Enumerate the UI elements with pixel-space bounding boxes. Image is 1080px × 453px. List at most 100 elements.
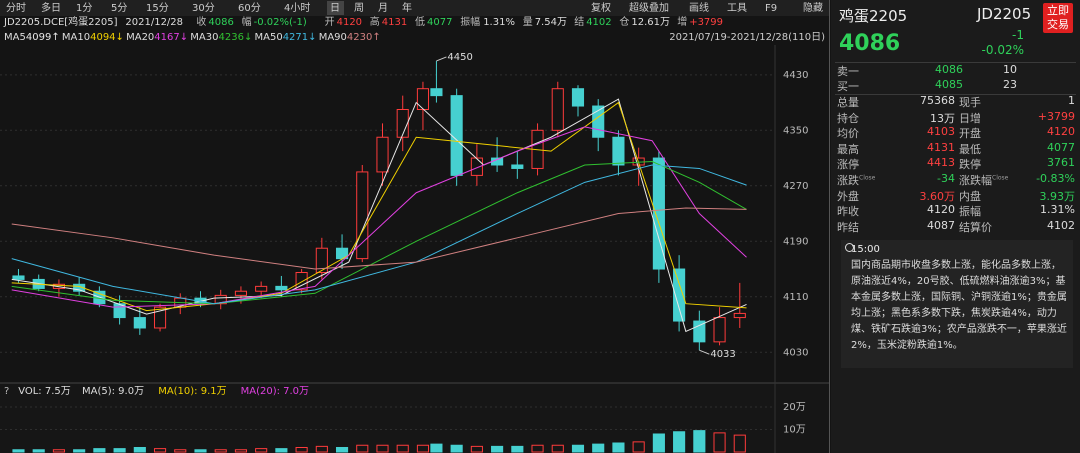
candle-body (12, 275, 25, 280)
candle-body (430, 88, 443, 97)
news-text: 国内商品期市收盘多数上涨，能化品多数上涨，原油涨近4%，20号胶、低硫燃料油涨逾… (851, 260, 1067, 351)
annotation: 4033 (710, 349, 735, 360)
period-tab[interactable]: 分时 (6, 2, 26, 14)
volume-header: MA(5): 9.0万 (82, 386, 144, 397)
candle-body (295, 271, 308, 291)
tool-button[interactable]: 画线 (689, 1, 709, 14)
quote-value: 4103 (927, 125, 955, 139)
volume-bar (214, 449, 227, 453)
info-item: 增 (677, 15, 687, 28)
period-tab[interactable]: 月 (378, 2, 388, 14)
volume-header: MA(20): 7.0万 (241, 386, 309, 397)
volume-bar (652, 433, 665, 453)
book-price: 4086 (935, 63, 963, 76)
volume-bar (113, 448, 126, 453)
volume-bar (295, 447, 308, 453)
toolbar-bg (0, 0, 830, 16)
period-tab[interactable]: 60分 (238, 2, 261, 14)
divider (835, 62, 1076, 63)
volume-bar (153, 448, 167, 453)
quote-label: 昨结 (837, 220, 859, 234)
quote-value: 4120 (927, 203, 955, 217)
period-tab[interactable]: 年 (402, 1, 412, 14)
active-tab (327, 1, 344, 15)
legend-value: 4236↓ (219, 32, 253, 43)
candle-body (315, 247, 328, 273)
volume-bar (693, 430, 706, 453)
info-item: 4102 (586, 17, 611, 28)
quote-value: 4131 (927, 140, 955, 154)
volume-header: VOL: 7.5万 (18, 386, 71, 397)
candle-body (376, 136, 389, 173)
volume-bar (713, 432, 726, 453)
ma-line (11, 161, 747, 305)
candle-body (234, 290, 247, 296)
quote-value: +3799 (1037, 109, 1075, 123)
quote-row: 昨结 4087 结算价 4102 (837, 219, 1075, 234)
info-item: 低 (415, 15, 425, 28)
quote-row: 持仓 13万 日增 +3799 (837, 110, 1075, 125)
period-tab[interactable]: 多日 (41, 1, 61, 14)
candle-body (113, 303, 126, 319)
volume-bar (396, 444, 409, 453)
ma-line (11, 164, 747, 305)
period-tab[interactable]: 5分 (111, 2, 127, 14)
candle-body (275, 285, 288, 291)
tool-button[interactable]: 超级叠加 (629, 1, 669, 14)
quote-label-note: Close (859, 174, 876, 182)
period-tab[interactable]: 日 (330, 3, 340, 14)
ma-line (11, 98, 747, 333)
volume-bar (32, 449, 45, 453)
quote-label: 持仓 (837, 111, 859, 125)
legend-name: MA10 (62, 32, 90, 43)
legend-value: 4094↓ (90, 32, 124, 43)
news-box: 15:00 国内商品期市收盘多数上涨，能化品多数上涨，原油涨近4%，20号胶、低硫… (841, 240, 1073, 368)
info-item: 幅 (242, 15, 252, 28)
quote-row: 外盘 3.60万 内盘 3.93万 (837, 188, 1075, 203)
period-tab[interactable]: 4小时 (284, 2, 310, 14)
quote-value: 4413 (927, 156, 955, 170)
volume-bar (733, 434, 746, 453)
y-tick-label: 10万 (783, 425, 806, 436)
quote-panel: 鸡蛋2205 JD2205 立即交易 4086 -1 -0.02% 卖一 4086 10 买一 40… (831, 0, 1080, 453)
period-tab[interactable]: 周 (354, 2, 364, 14)
tool-button[interactable]: 复权 (591, 1, 611, 14)
candle-body (652, 157, 665, 270)
volume-bar (12, 449, 25, 453)
volume-bar (335, 447, 349, 453)
volume-header: ? (4, 386, 9, 397)
tool-button[interactable]: F9 (765, 3, 777, 14)
candle-body (450, 95, 463, 176)
quote-value: 75368 (920, 94, 955, 107)
info-item: 开 (325, 17, 335, 28)
news-time: 15:00 (851, 244, 880, 255)
info-item: 结 (574, 15, 584, 28)
volume-bar (255, 448, 268, 453)
quote-value: 3761 (1047, 156, 1075, 170)
period-tab[interactable]: 15分 (146, 2, 169, 14)
quote-label-note: Close (992, 174, 1009, 182)
trade-button[interactable]: 立即交易 (1043, 3, 1073, 33)
ma-line (11, 126, 747, 308)
ma-line (11, 101, 747, 312)
volume-bg (0, 383, 830, 453)
volume-bar (234, 449, 247, 453)
quote-value: 4120 (1047, 125, 1075, 139)
candle-body (673, 268, 686, 322)
volume-bar (491, 445, 504, 453)
candle-body (416, 88, 430, 111)
annotation-leader (699, 349, 710, 355)
period-tab[interactable]: 30分 (192, 2, 215, 14)
tool-button[interactable]: 工具 (727, 2, 747, 14)
volume-bar (531, 444, 544, 453)
candle-body (214, 294, 227, 305)
period-tab[interactable]: 1分 (76, 2, 92, 14)
instrument-name: 鸡蛋2205 (839, 7, 908, 25)
candle-body (255, 285, 268, 292)
tool-button[interactable]: 隐藏 (803, 2, 823, 14)
quote-row: 涨跌Close -34 涨跌幅Close -0.83% (837, 172, 1075, 187)
candle-body (713, 317, 726, 343)
annotation-leader (436, 56, 447, 62)
volume-bar (315, 445, 328, 453)
